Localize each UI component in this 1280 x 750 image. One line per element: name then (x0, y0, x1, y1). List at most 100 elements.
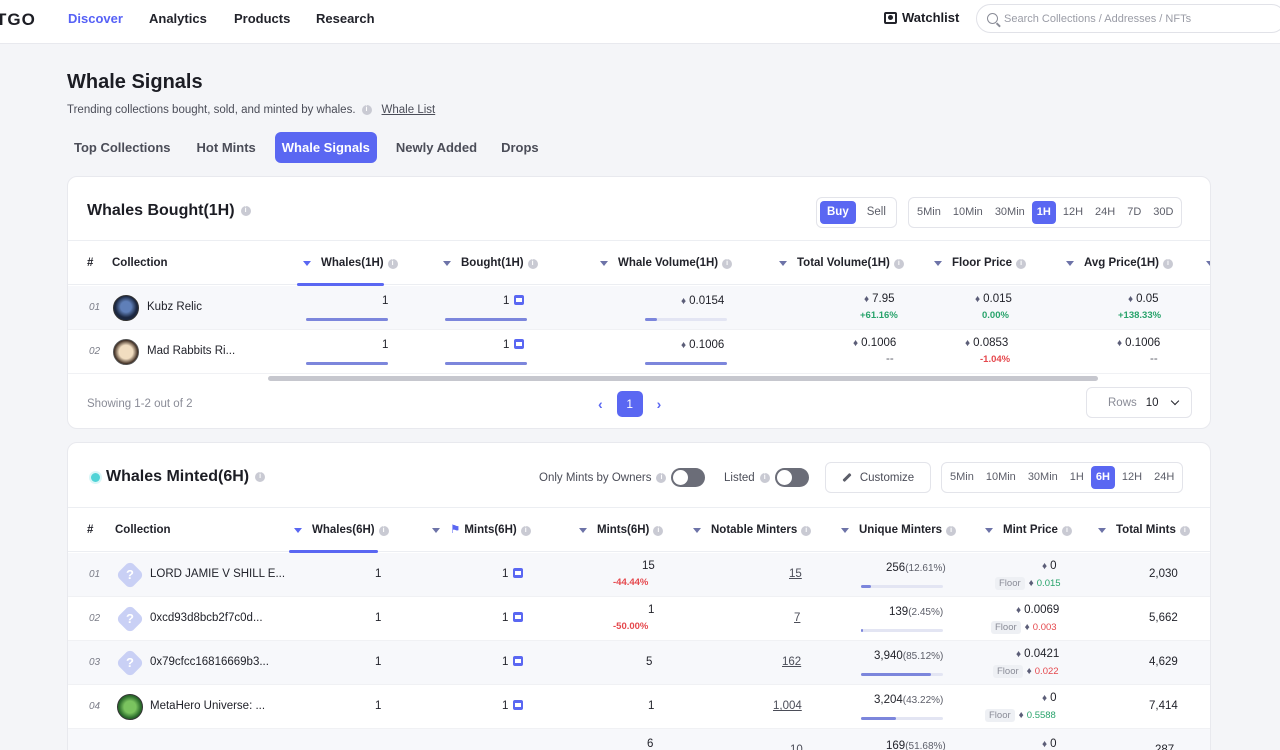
period-30min[interactable]: 30Min (1027, 471, 1058, 483)
period-24h[interactable]: 24H (1154, 471, 1175, 483)
col-floor-price[interactable]: Floor Price i (934, 241, 1027, 286)
notable-minters-link[interactable]: 162 (782, 656, 802, 668)
col-more[interactable] (1206, 241, 1210, 286)
collection-name[interactable]: 0x79cfcc16816669b3... (150, 656, 269, 668)
col-mints-label: Mints(6H) (597, 524, 650, 536)
listed-switch[interactable] (774, 468, 809, 487)
table-row[interactable]: 01 Kubz Relic 1 1 ♦ 0.0154 ♦ 7.95 +61.16% … (68, 286, 1210, 330)
whales-value: 1 (375, 568, 382, 580)
search-input[interactable] (1004, 12, 1264, 25)
period-6h[interactable]: 6H (1090, 466, 1115, 489)
info-icon[interactable]: i (255, 472, 266, 482)
horizontal-scrollbar[interactable] (268, 376, 1098, 381)
avg-price-value: ♦ 0.1006 (1117, 337, 1160, 349)
total-mints-value: 287 (1155, 744, 1175, 750)
period-7d[interactable]: 7D (1127, 206, 1142, 218)
col-whales[interactable]: Whales(1H) i (303, 241, 398, 286)
table-row[interactable]: 02 ? 0xcd93d8bcb2f7c0d... 1 1 1 -50.00% … (68, 597, 1210, 641)
search-box[interactable] (976, 4, 1280, 33)
tab-drops[interactable]: Drops (501, 140, 539, 155)
col-whale-volume[interactable]: Whale Volume(1H) i (600, 241, 733, 286)
tab-whale-signals[interactable]: Whale Signals (274, 132, 377, 163)
floor-tag: Floor (995, 577, 1025, 590)
nav-products[interactable]: Products (234, 11, 291, 26)
unique-pct: (85.12%) (902, 651, 944, 662)
flag-icon (513, 656, 524, 666)
logo[interactable]: TGO (0, 10, 36, 29)
period-30d[interactable]: 30D (1153, 206, 1174, 218)
collection-avatar: ? (115, 604, 145, 634)
page-1-button[interactable]: 1 (616, 391, 643, 417)
col-unique-minters[interactable]: Unique Minters i (841, 508, 957, 553)
info-icon[interactable]: i (361, 105, 372, 115)
col-total-mints[interactable]: Total Mints i (1098, 508, 1190, 553)
period-5min[interactable]: 5Min (950, 471, 974, 483)
period-1h[interactable]: 1H (1069, 471, 1084, 483)
table-row[interactable]: 02 Mad Rabbits Ri... 1 1 ♦ 0.1006 ♦ 0.1006… (68, 330, 1210, 374)
info-icon[interactable]: i (240, 206, 251, 216)
col-whale-volume-label: Whale Volume(1H) (618, 257, 719, 269)
col-notable-minters[interactable]: Notable Minters i (693, 508, 812, 553)
buy-button[interactable]: Buy (820, 201, 856, 224)
period-10min[interactable]: 10Min (985, 471, 1016, 483)
period-12h[interactable]: 12H (1062, 206, 1084, 218)
collection-name[interactable]: LORD JAMIE V SHILL E... (150, 568, 286, 580)
mint-price-amount: 0.0069 (1024, 604, 1060, 616)
tab-hot-mints[interactable]: Hot Mints (196, 140, 256, 155)
collection-name[interactable]: Mad Rabbits Ri... (147, 345, 236, 357)
nav-research[interactable]: Research (316, 11, 375, 26)
rows-per-page-select[interactable]: Rows 10 (1086, 387, 1192, 418)
col-whales[interactable]: Whales(6H) i (294, 508, 389, 553)
period-10min[interactable]: 10Min (952, 206, 983, 218)
tab-newly-added[interactable]: Newly Added (395, 140, 478, 155)
notable-minters-link[interactable]: 1,004 (773, 700, 802, 712)
collection-name[interactable]: Kubz Relic (147, 301, 202, 313)
period-1h[interactable]: 1H (1031, 201, 1056, 224)
notable-minters-link[interactable]: 7 (794, 612, 801, 624)
floor-price: Floor ♦ 0.022 (993, 665, 1059, 678)
period-5min[interactable]: 5Min (917, 206, 941, 218)
col-mint-price[interactable]: Mint Price i (985, 508, 1072, 553)
nav-analytics[interactable]: Analytics (149, 11, 207, 26)
collection-name[interactable]: MetaHero Universe: ... (150, 700, 266, 712)
floor-value: 0.003 (1032, 622, 1057, 633)
info-icon: i (1179, 525, 1190, 536)
tab-top-collections[interactable]: Top Collections (74, 140, 171, 155)
info-icon: i (946, 525, 957, 536)
prev-page-icon[interactable]: ‹ (598, 396, 603, 412)
table-row[interactable]: 04 MetaHero Universe: ... 1 1 1 1,004 3,… (68, 685, 1210, 729)
info-icon: i (653, 525, 664, 536)
flag-icon (514, 295, 525, 305)
col-bought[interactable]: Bought(1H) i (443, 241, 538, 286)
watchlist-button[interactable]: Watchlist (884, 10, 959, 25)
sort-icon (600, 261, 608, 266)
listed-label: Listed (724, 471, 755, 484)
col-whale-mints[interactable]: ⚑ Mints(6H) i (432, 508, 531, 553)
customize-button[interactable]: Customize (825, 462, 931, 493)
period-30min[interactable]: 30Min (994, 206, 1025, 218)
sell-button[interactable]: Sell (866, 206, 886, 218)
collection-name[interactable]: 0xcd93d8bcb2f7c0d... (150, 612, 263, 624)
notable-minters-link[interactable]: 15 (789, 568, 802, 580)
notable-minters-link[interactable]: 10 (790, 744, 803, 750)
period-24h[interactable]: 24H (1095, 206, 1116, 218)
only-mints-switch[interactable] (671, 468, 706, 487)
whale-volume-amount: 0.1006 (689, 339, 725, 351)
row-rank: 01 (89, 569, 101, 580)
whale-list-link[interactable]: Whale List (381, 104, 436, 116)
table-row[interactable]: 6 10 169(51.68%) ♦ 0 287 (68, 729, 1210, 750)
flag-icon (513, 700, 524, 710)
col-rank: # (87, 257, 94, 269)
table-row[interactable]: 03 ? 0x79cfcc16816669b3... 1 1 5 162 3,9… (68, 641, 1210, 685)
sort-icon (985, 528, 993, 533)
period-12h[interactable]: 12H (1121, 471, 1143, 483)
col-avg-price[interactable]: Avg Price(1H) i (1066, 241, 1173, 286)
info-icon: i (527, 258, 538, 269)
table-row[interactable]: 01 ? LORD JAMIE V SHILL E... 1 1 15 -44.… (68, 553, 1210, 597)
nav-discover[interactable]: Discover (68, 11, 123, 26)
whale-mints-value: 1 (502, 656, 524, 668)
col-mints[interactable]: Mints(6H) i (579, 508, 664, 553)
col-total-volume[interactable]: Total Volume(1H) i (779, 241, 904, 286)
next-page-icon[interactable]: › (656, 396, 662, 412)
pagination: ‹ 1 › (598, 391, 661, 417)
